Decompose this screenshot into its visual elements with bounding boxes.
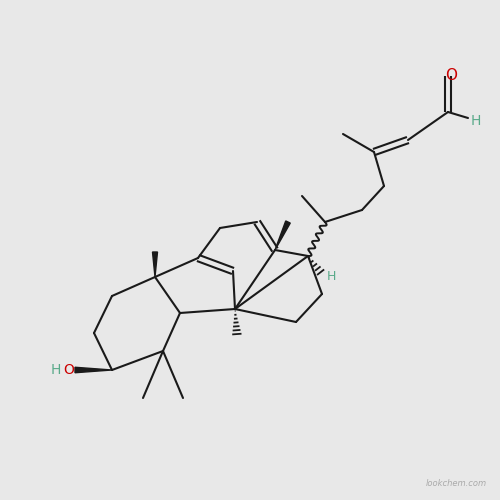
Text: H: H [327, 270, 336, 282]
Polygon shape [75, 367, 112, 373]
Text: O: O [445, 68, 457, 84]
Text: H: H [471, 114, 482, 128]
Text: H: H [50, 363, 61, 377]
Polygon shape [275, 221, 290, 250]
Polygon shape [152, 252, 158, 277]
Text: lookchem.com: lookchem.com [426, 479, 487, 488]
Text: O: O [63, 363, 74, 377]
